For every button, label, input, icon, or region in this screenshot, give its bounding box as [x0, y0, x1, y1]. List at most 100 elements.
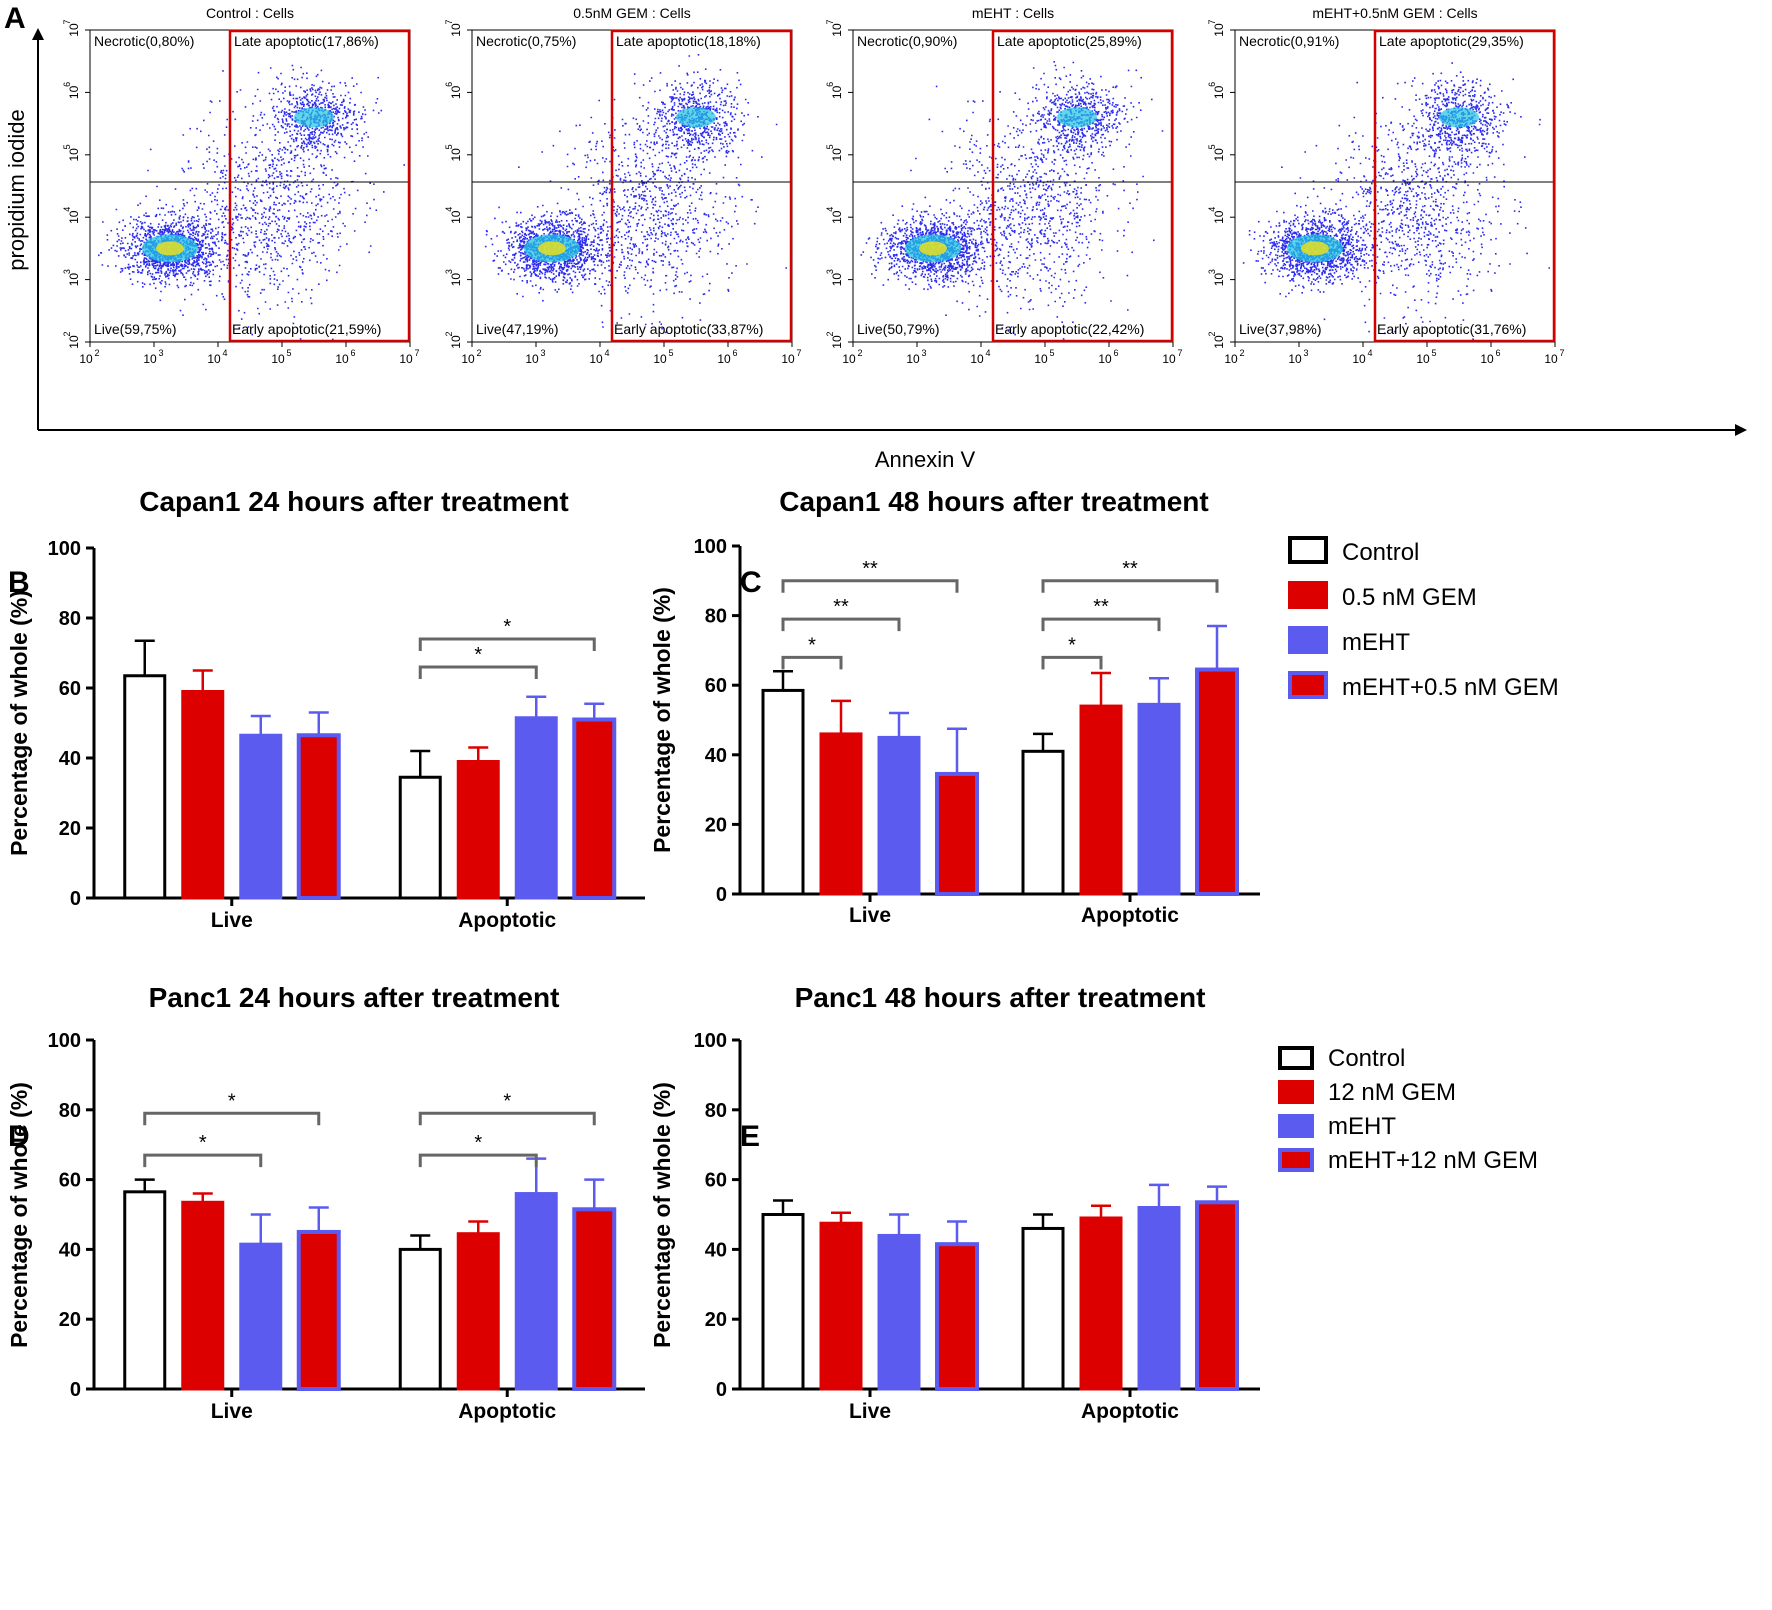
category-label: Live — [211, 1400, 253, 1423]
legend-label: Control — [1328, 1045, 1405, 1072]
flow-xtick-label: 10 — [271, 352, 285, 366]
bar — [761, 1213, 805, 1391]
density-late-outer — [676, 107, 716, 128]
category-label: Live — [849, 904, 891, 927]
chart-title: Capan1 48 hours after treatment — [779, 486, 1208, 517]
y-tick-label: 60 — [705, 675, 727, 697]
flow-ytick-label: 10 — [67, 85, 81, 99]
flow-ytick-label: 10 — [1212, 85, 1226, 99]
significance-bracket — [781, 579, 959, 593]
quadrant-early-label: Early apoptotic(31,76%) — [1377, 321, 1526, 337]
legend-swatch — [1288, 536, 1328, 564]
flow-xtick-exponent: 2 — [857, 348, 862, 358]
flow-dots — [1242, 62, 1550, 341]
flow-ytick-exponent: 5 — [825, 144, 835, 149]
significance-label: * — [474, 1132, 482, 1154]
significance-bracket — [418, 637, 596, 651]
flow-ytick-label: 10 — [830, 210, 844, 224]
significance-label: ** — [833, 596, 849, 618]
bar — [1021, 1226, 1065, 1391]
flow-ytick-exponent: 4 — [62, 207, 72, 212]
bar — [819, 1221, 863, 1391]
y-tick-label: 40 — [59, 1239, 81, 1261]
flow-dots — [98, 64, 405, 341]
quadrant-late-label: Late apoptotic(18,18%) — [616, 33, 761, 49]
flow-ytick-exponent: 3 — [1207, 269, 1217, 274]
bar-charts: Capan1 24 hours after treatment Percentag… — [6, 486, 1260, 1423]
flow-ytick-label: 10 — [449, 148, 463, 162]
flow-plots: Control : Cells Necrotic(0,80%) Late apopt… — [62, 5, 1565, 366]
quadrant-late-label: Late apoptotic(29,35%) — [1379, 33, 1524, 49]
legend-label: mEHT — [1328, 1113, 1396, 1140]
bar — [1195, 1200, 1239, 1392]
category-label: Live — [849, 1400, 891, 1423]
legend-label: mEHT — [1342, 629, 1410, 656]
flow-xtick-label: 10 — [1416, 352, 1430, 366]
flow-ytick-exponent: 7 — [62, 19, 72, 24]
y-tick-label: 20 — [705, 1309, 727, 1331]
y-tick-label: 0 — [70, 1379, 81, 1401]
flow-xtick-exponent: 4 — [222, 348, 227, 358]
flow-xtick-label: 10 — [1480, 352, 1494, 366]
panel-letter-c: C — [740, 566, 762, 599]
flow-plot-3: mEHT : Cells Necrotic(0,90%) Late apoptoti… — [825, 5, 1183, 366]
flow-dots — [860, 61, 1164, 340]
bar — [398, 1247, 442, 1391]
legend-label: mEHT+12 nM GEM — [1328, 1147, 1538, 1174]
flow-ytick-exponent: 3 — [444, 269, 454, 274]
flow-xtick-label: 10 — [1288, 352, 1302, 366]
flow-ytick-exponent: 5 — [444, 144, 454, 149]
flow-xtick-label: 10 — [143, 352, 157, 366]
flow-ytick-exponent: 2 — [62, 331, 72, 336]
flow-ytick-exponent: 4 — [1207, 207, 1217, 212]
bar — [514, 716, 558, 900]
flow-xtick-exponent: 7 — [414, 348, 419, 358]
quadrant-live-label: Live(50,79%) — [857, 321, 940, 337]
flow-ytick-label: 10 — [1212, 335, 1226, 349]
bar — [398, 775, 442, 900]
flow-ytick-label: 10 — [67, 210, 81, 224]
flow-ytick-label: 10 — [67, 273, 81, 287]
quadrant-late-label: Late apoptotic(25,89%) — [997, 33, 1142, 49]
flow-xtick-label: 10 — [653, 352, 667, 366]
category-label: Apoptotic — [458, 909, 556, 932]
legend-label: 12 nM GEM — [1328, 1079, 1456, 1106]
flow-ytick-exponent: 5 — [1207, 144, 1217, 149]
bar — [761, 688, 805, 896]
significance-bracket — [418, 1153, 538, 1168]
flow-ytick-exponent: 2 — [825, 331, 835, 336]
flow-xtick-exponent: 2 — [1239, 348, 1244, 358]
flow-plot-4: mEHT+0.5nM GEM : Cells Necrotic(0,91%) Lat… — [1207, 5, 1565, 366]
flow-xtick-label: 10 — [525, 352, 539, 366]
flow-plot-1: Control : Cells Necrotic(0,80%) Late apopt… — [62, 5, 420, 366]
quadrant-necrotic-label: Necrotic(0,80%) — [94, 33, 194, 49]
flow-y-label: propidium iodide — [4, 109, 29, 270]
quadrant-necrotic-label: Necrotic(0,90%) — [857, 33, 957, 49]
bar — [935, 771, 979, 896]
flow-ytick-label: 10 — [1212, 210, 1226, 224]
legend-label: 0.5 nM GEM — [1342, 584, 1477, 611]
flow-xtick-exponent: 3 — [921, 348, 926, 358]
significance-label: * — [228, 1090, 236, 1112]
significance-label: ** — [1093, 596, 1109, 618]
flow-xtick-label: 10 — [1544, 352, 1558, 366]
bar — [239, 733, 283, 900]
flow-xtick-label: 10 — [717, 352, 731, 366]
y-tick-label: 60 — [59, 1170, 81, 1192]
flow-ytick-label: 10 — [1212, 273, 1226, 287]
legend-swatch — [1288, 626, 1328, 654]
flow-ytick-exponent: 2 — [444, 331, 454, 336]
bar-chart-d: Panc1 24 hours after treatment Percentage… — [6, 982, 645, 1423]
y-tick-label: 0 — [716, 1379, 727, 1401]
flow-xtick-exponent: 3 — [158, 348, 163, 358]
category-label: Apoptotic — [1081, 904, 1179, 927]
bar — [572, 1207, 617, 1392]
flow-ytick-exponent: 4 — [444, 207, 454, 212]
legend-label: Control — [1342, 539, 1419, 566]
flow-density-core — [905, 107, 1097, 263]
flow-xtick-label: 10 — [1352, 352, 1366, 366]
quadrant-necrotic-label: Necrotic(0,91%) — [1239, 33, 1339, 49]
y-tick-label: 40 — [705, 745, 727, 767]
flow-xtick-exponent: 7 — [796, 348, 801, 358]
